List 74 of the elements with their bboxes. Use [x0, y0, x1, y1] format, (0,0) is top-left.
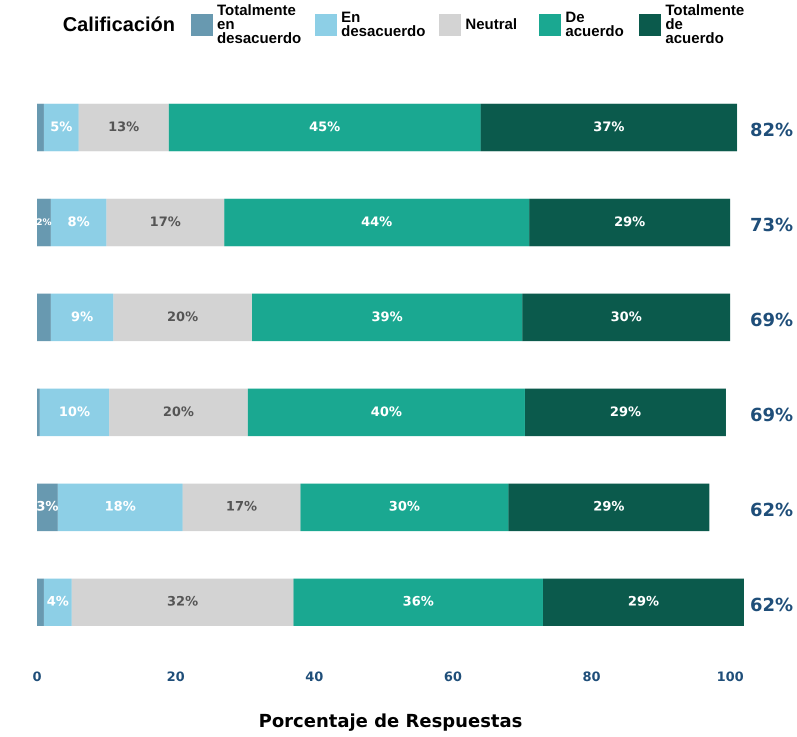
legend-label: Totalmente de acuerdo	[665, 2, 744, 47]
x-tick-label: 60	[444, 670, 462, 685]
bar	[37, 388, 40, 436]
bar	[182, 484, 300, 532]
text: 82%	[750, 120, 794, 142]
bar	[252, 294, 522, 342]
legend-label: De acuerdo	[565, 9, 625, 40]
bar	[524, 388, 726, 436]
bar	[109, 388, 248, 436]
legend-title: Calificación	[62, 14, 175, 36]
text: 69%	[750, 310, 794, 332]
x-tick-label: 0	[32, 670, 42, 685]
data-label: 8%	[68, 214, 90, 230]
data-label: 9%	[71, 310, 94, 325]
bar	[72, 578, 294, 626]
text: 69%	[750, 405, 794, 426]
text: 62%	[750, 594, 794, 616]
bar	[113, 294, 252, 342]
data-label: 10%	[58, 404, 90, 420]
data-label: 29%	[628, 594, 660, 610]
data-label: 29%	[614, 214, 646, 230]
bar	[106, 198, 224, 246]
bar	[58, 484, 183, 532]
data-label: 2%	[36, 218, 52, 228]
bar	[44, 578, 72, 626]
data-label: 39%	[371, 310, 403, 325]
bar	[300, 484, 508, 532]
bar	[50, 198, 106, 246]
bar	[78, 104, 169, 152]
data-label: 3%	[36, 500, 58, 515]
data-label: 29%	[593, 500, 624, 515]
x-tick-label: 100	[716, 670, 744, 685]
text: 73%	[750, 215, 794, 236]
bar	[293, 578, 543, 626]
data-label: 5%	[50, 120, 72, 135]
bar	[529, 198, 730, 246]
bar	[37, 198, 51, 246]
x-axis-title: Porcentaje de Respuestas	[258, 710, 522, 732]
data-label: 36%	[402, 594, 434, 610]
bar	[40, 388, 110, 436]
data-label: 20%	[166, 310, 198, 325]
data-label: 44%	[361, 214, 392, 230]
bar	[44, 104, 79, 152]
bar	[37, 294, 51, 342]
data-label: 20%	[162, 404, 194, 420]
x-tick-label: 80	[582, 670, 601, 685]
bar	[224, 198, 530, 246]
data-label: 4%	[46, 594, 69, 610]
data-label: 30%	[388, 500, 420, 515]
legend-label: En desacuerdo	[341, 9, 426, 40]
data-label: 29%	[610, 404, 642, 420]
data-label: 17%	[150, 214, 181, 230]
data-label: 18%	[104, 500, 136, 515]
data-label: 40%	[370, 404, 402, 420]
bar	[50, 294, 114, 342]
data-label: 13%	[108, 120, 140, 135]
bar	[508, 484, 710, 532]
bar	[542, 578, 744, 626]
x-tick-label: 20	[166, 670, 185, 685]
x-tick-label: 40	[305, 670, 324, 685]
data-label: 17%	[226, 500, 258, 515]
text: 62%	[750, 500, 794, 522]
bar	[37, 578, 44, 626]
data-label: 30%	[610, 310, 642, 325]
data-label: 45%	[309, 120, 340, 135]
bar	[248, 388, 525, 436]
bar	[480, 104, 738, 152]
data-label: 32%	[166, 594, 198, 610]
bar	[37, 104, 44, 152]
bar	[168, 104, 481, 152]
legend-label: Totalmente en desacuerdo	[216, 2, 302, 47]
data-label: 37%	[593, 120, 624, 135]
legend-label: Neutral	[465, 16, 518, 33]
bar	[522, 294, 730, 342]
